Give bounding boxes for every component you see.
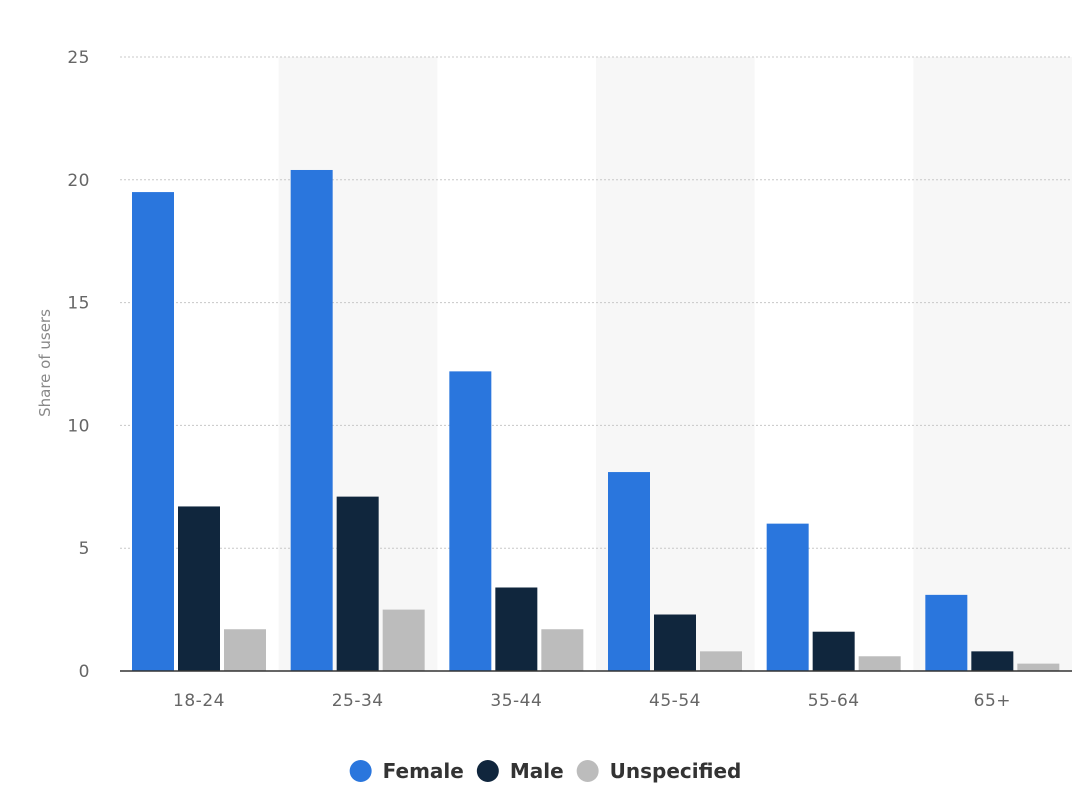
y-tick-label: 25	[67, 48, 90, 68]
legend-item-female[interactable]: Female	[349, 759, 464, 783]
bar-female-25-34[interactable]	[290, 169, 333, 671]
bar-male-18-24[interactable]	[178, 506, 220, 671]
bar-unspecified-45-54[interactable]	[700, 651, 742, 671]
bar-unspecified-35-44[interactable]	[541, 629, 584, 671]
category-bands	[278, 57, 1072, 671]
x-tick-label: 35-44	[490, 691, 542, 711]
y-tick-label: 10	[67, 416, 90, 436]
bar-male-55-64[interactable]	[812, 631, 855, 671]
y-tick-label: 0	[79, 662, 90, 682]
legend-label: Unspecified	[610, 759, 742, 783]
y-tick-label: 20	[67, 171, 90, 191]
gridlines	[120, 56, 1072, 549]
x-tick-labels: 18-24 25-34 35-44 45-54 55-64 65+	[173, 691, 1011, 711]
bar-male-65+[interactable]	[971, 651, 1014, 671]
bar-female-18-24[interactable]	[132, 192, 174, 671]
bar-female-55-64[interactable]	[766, 523, 809, 671]
bar-male-45-54[interactable]	[654, 614, 696, 671]
y-tick-label: 5	[79, 539, 90, 559]
bar-unspecified-18-24[interactable]	[224, 629, 266, 671]
x-tick-label: 25-34	[332, 691, 384, 711]
bars	[132, 169, 1060, 671]
bar-unspecified-25-34[interactable]	[382, 609, 425, 671]
x-tick-label: 65+	[974, 691, 1011, 711]
bar-female-65+[interactable]	[925, 594, 968, 671]
legend[interactable]: Female Male Unspecified	[349, 759, 742, 783]
bar-unspecified-55-64[interactable]	[858, 656, 901, 671]
y-axis-title: Share of users	[36, 309, 54, 417]
bar-unspecified-65+[interactable]	[1017, 663, 1060, 671]
bar-female-45-54[interactable]	[608, 472, 650, 671]
y-tick-label: 15	[67, 294, 90, 314]
x-tick-label: 45-54	[649, 691, 701, 711]
legend-item-male[interactable]: Male	[476, 759, 564, 783]
legend-marker-icon	[349, 760, 372, 782]
bar-female-35-44[interactable]	[449, 371, 492, 671]
legend-marker-icon	[576, 760, 599, 782]
bar-male-35-44[interactable]	[495, 587, 538, 671]
legend-label: Male	[510, 759, 564, 783]
x-tick-label: 18-24	[173, 691, 225, 711]
y-tick-labels: 0 5 10 15 20 25	[67, 48, 90, 682]
x-tick-label: 55-64	[808, 691, 860, 711]
category-band	[913, 57, 1072, 671]
legend-marker-icon	[476, 760, 499, 782]
bar-male-25-34[interactable]	[336, 496, 379, 671]
legend-item-unspecified[interactable]: Unspecified	[576, 759, 742, 783]
legend-label: Female	[383, 759, 464, 783]
